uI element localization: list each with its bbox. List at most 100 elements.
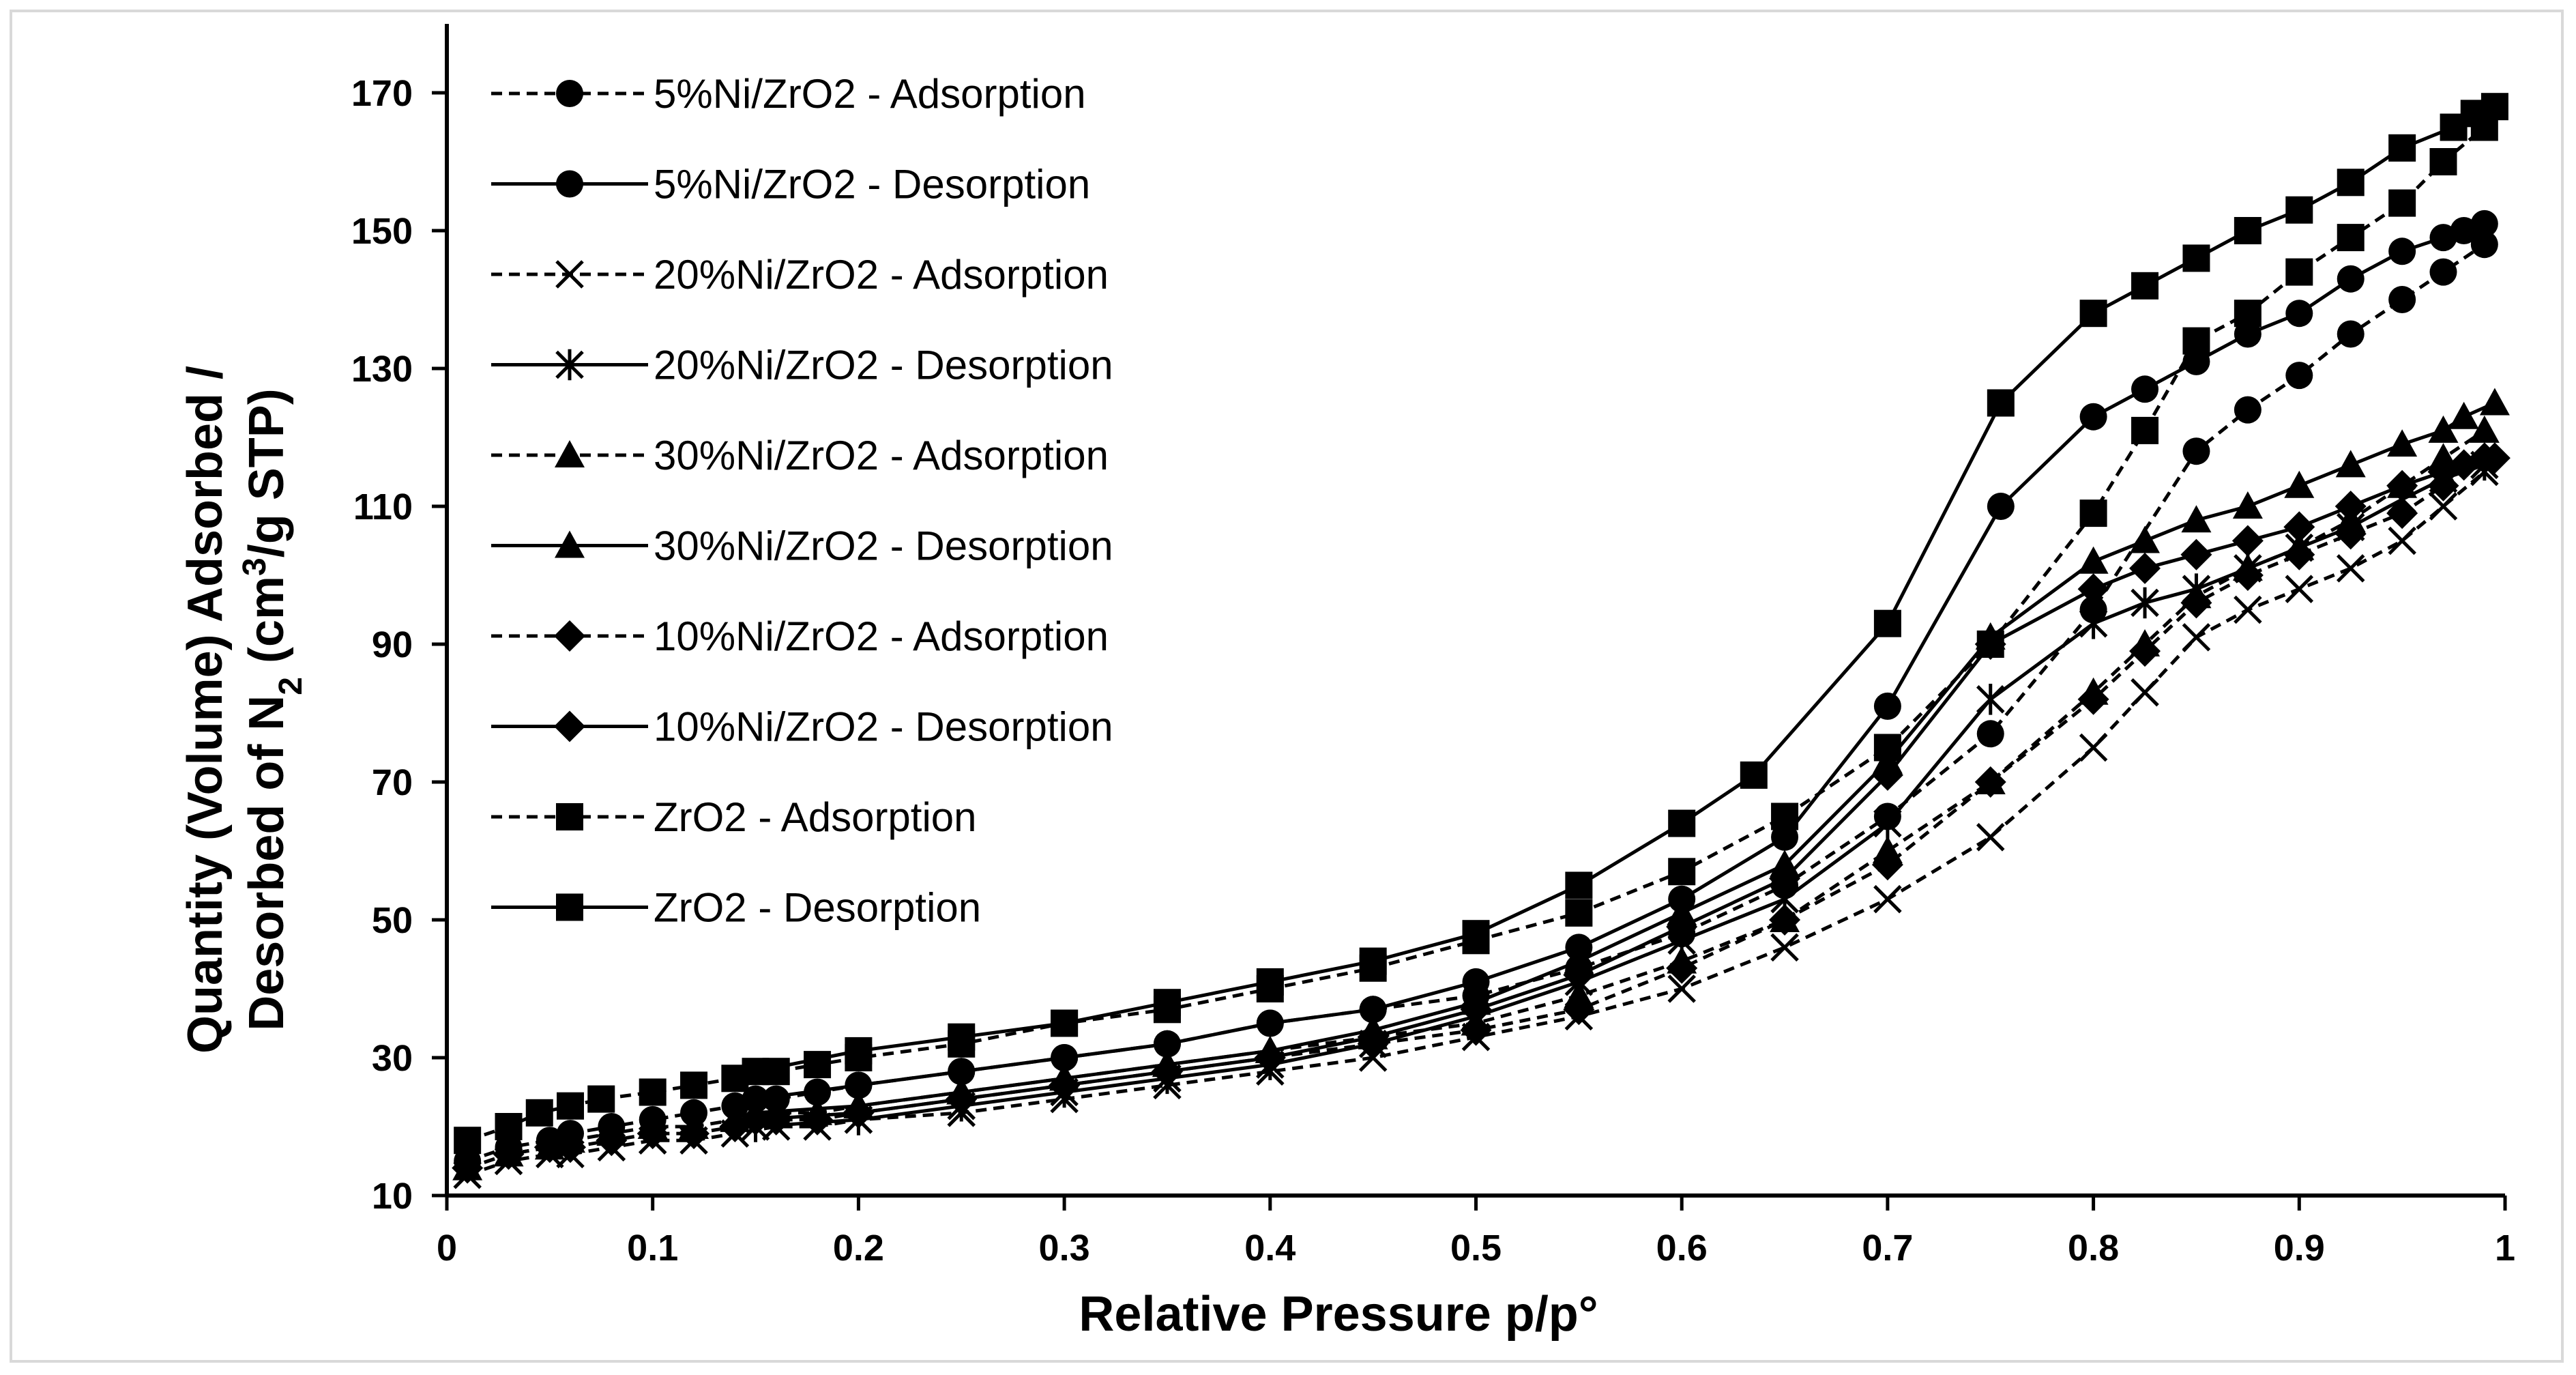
data-point (678, 1118, 710, 1150)
data-point (2387, 429, 2418, 457)
data-point (2234, 300, 2262, 328)
data-point (740, 1103, 772, 1135)
data-point (1565, 899, 1593, 927)
data-point (1770, 933, 1799, 962)
data-point (1667, 974, 1696, 1003)
data-point (1987, 389, 2015, 417)
data-point (1668, 809, 1696, 837)
series-line (755, 463, 2485, 1129)
data-point (533, 1131, 566, 1163)
data-point (2469, 415, 2500, 443)
data-point (1871, 759, 1903, 791)
data-point (2182, 437, 2210, 465)
y-tick-label: 150 (351, 211, 413, 252)
series-1 (742, 209, 2498, 1113)
data-point (1976, 684, 2005, 715)
legend-entry: 10%Ni/ZrO2 - Adsorption (491, 613, 1109, 659)
data-point (2427, 456, 2459, 488)
data-point (2284, 470, 2315, 498)
data-point (804, 1051, 832, 1079)
data-point (2181, 505, 2212, 533)
data-point (2429, 148, 2457, 175)
data-point (946, 1083, 978, 1115)
data-point (1771, 823, 1799, 851)
y-axis-title-line2: Desorbed of N2 (cm3/g STP) (237, 388, 309, 1031)
data-point (1254, 1042, 1286, 1073)
legend-entry: 5%Ni/ZrO2 - Adsorption (491, 71, 1086, 117)
data-point (454, 1127, 482, 1155)
axes (432, 24, 2507, 1211)
data-point (2131, 587, 2159, 619)
legend-entry: 30%Ni/ZrO2 - Adsorption (491, 433, 1109, 478)
data-point (2429, 258, 2457, 286)
data-point (2285, 362, 2313, 390)
data-point (596, 1125, 628, 1157)
data-point (1256, 1009, 1284, 1037)
data-point (680, 1071, 708, 1099)
data-point (2429, 492, 2458, 521)
data-point (2334, 491, 2367, 522)
legend-marker (556, 803, 583, 830)
y-tick-label: 70 (372, 762, 413, 803)
data-point (1563, 994, 1595, 1026)
data-point (2386, 497, 2418, 530)
data-point (1873, 807, 1902, 839)
legend-label: 5%Ni/ZrO2 - Adsorption (654, 71, 1086, 117)
legend-label: 30%Ni/ZrO2 - Desorption (654, 523, 1113, 569)
data-point (2448, 401, 2479, 429)
data-point (2078, 546, 2109, 574)
y-axis-title-mid: (cm (239, 576, 294, 677)
data-point (1873, 609, 1901, 637)
data-point (555, 1131, 587, 1163)
data-point (2079, 403, 2107, 431)
data-point (2234, 217, 2262, 244)
data-point (2283, 538, 2315, 570)
data-point (1357, 1021, 1389, 1053)
legend-label: 10%Ni/ZrO2 - Adsorption (654, 613, 1109, 659)
data-point (2388, 134, 2416, 162)
y-tick-label: 130 (351, 349, 413, 390)
data-point (2285, 258, 2313, 286)
legend-marker (555, 440, 585, 467)
data-point (1769, 904, 1801, 936)
data-point (1873, 734, 1901, 762)
data-point (2388, 237, 2416, 265)
data-point (2388, 526, 2416, 555)
data-point (948, 1023, 976, 1051)
legend-label: ZrO2 - Desorption (654, 885, 981, 931)
data-point (2131, 678, 2159, 707)
data-point (1668, 858, 1696, 886)
legend-label: 20%Ni/ZrO2 - Desorption (654, 343, 1113, 388)
x-tick-label: 0.2 (833, 1228, 884, 1269)
y-axis-title-line1: Quantity (Volume) Adsorbed / (178, 366, 233, 1054)
data-point (948, 1058, 976, 1086)
data-point (2129, 635, 2161, 667)
data-point (845, 1071, 873, 1099)
data-point (1769, 863, 1801, 895)
data-point (2285, 575, 2314, 603)
data-point (1460, 1014, 1492, 1046)
legend-marker (554, 710, 585, 742)
series-9 (742, 93, 2508, 1086)
data-point (2285, 196, 2313, 224)
y-axis-title-suffix: /g STP) (239, 388, 294, 558)
data-point (2429, 224, 2457, 252)
y-tick-label: 170 (351, 73, 413, 114)
data-point (1151, 1056, 1183, 1088)
data-point (1051, 1044, 1079, 1071)
legend-entry: 10%Ni/ZrO2 - Desorption (491, 704, 1113, 750)
y-tick-label: 10 (372, 1176, 413, 1217)
legend-marker (554, 620, 585, 652)
data-point (2386, 469, 2418, 502)
legend-marker (556, 170, 583, 198)
data-point (1049, 1069, 1081, 1101)
data-point (2234, 595, 2262, 624)
data-point (2337, 265, 2365, 293)
data-point (2131, 375, 2159, 403)
legend-label: 10%Ni/ZrO2 - Desorption (654, 704, 1113, 750)
data-point (2079, 500, 2107, 527)
data-point (495, 1113, 523, 1140)
data-point (2470, 231, 2498, 259)
data-point (2283, 511, 2315, 543)
data-point (2077, 573, 2109, 605)
